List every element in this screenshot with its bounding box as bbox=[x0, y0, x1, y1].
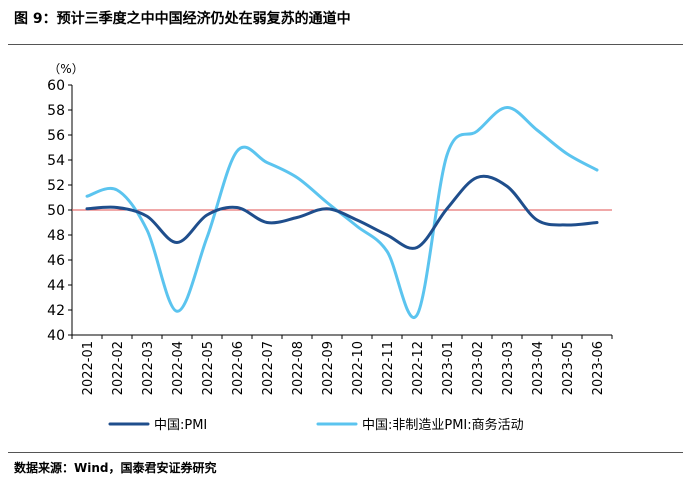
x-tick-label: 2023-06 bbox=[591, 341, 606, 395]
y-tick-label: 44 bbox=[47, 278, 65, 294]
legend-label-1: 中国:非制造业PMI:商务活动 bbox=[362, 417, 524, 433]
x-tick-label: 2022-12 bbox=[411, 341, 426, 395]
x-tick-label: 2023-05 bbox=[561, 341, 576, 395]
x-tick-label: 2022-08 bbox=[291, 341, 306, 395]
legend-label-0: 中国:PMI bbox=[154, 418, 207, 433]
x-tick-label: 2023-03 bbox=[501, 341, 516, 395]
x-tick-label: 2023-01 bbox=[441, 341, 456, 395]
x-tick-label: 2022-11 bbox=[381, 341, 396, 395]
y-tick-label: 60 bbox=[47, 78, 65, 94]
x-tick-label: 2022-02 bbox=[111, 341, 126, 395]
y-axis: 40 42 44 46 48 50 52 54 56 58 60 bbox=[47, 78, 73, 344]
x-axis: 2022-01 2022-02 2022-03 2022-04 2022-05 2022-… bbox=[71, 334, 613, 395]
y-unit-label: （%） bbox=[48, 62, 83, 76]
x-tick-label: 2023-04 bbox=[531, 341, 546, 395]
series-layer bbox=[85, 105, 599, 319]
y-tick-label: 58 bbox=[47, 103, 65, 119]
source-rule bbox=[8, 452, 683, 453]
series-line-1 bbox=[85, 105, 599, 319]
title-rule bbox=[8, 44, 683, 45]
y-tick-label: 40 bbox=[47, 328, 65, 344]
legend: 中国:PMI 中国:非制造业PMI:商务活动 bbox=[108, 417, 524, 433]
y-tick-label: 52 bbox=[47, 178, 65, 194]
y-tick-label: 46 bbox=[47, 253, 65, 269]
figure-title: 图 9：预计三季度之中中国经济仍处在弱复苏的通道中 bbox=[14, 11, 351, 27]
y-tick-label: 48 bbox=[47, 228, 65, 244]
x-tick-label: 2023-02 bbox=[471, 341, 486, 395]
series-line-0 bbox=[85, 174, 599, 250]
x-tick-label: 2022-09 bbox=[321, 341, 336, 395]
x-tick-label: 2022-04 bbox=[171, 341, 186, 395]
y-tick-label: 54 bbox=[47, 153, 65, 169]
y-tick-label: 42 bbox=[47, 303, 65, 319]
x-tick-label: 2022-05 bbox=[201, 341, 216, 395]
x-tick-label: 2022-10 bbox=[351, 341, 366, 395]
x-tick-label: 2022-01 bbox=[81, 341, 96, 395]
x-tick-label: 2022-03 bbox=[141, 341, 156, 395]
x-tick-label: 2022-07 bbox=[261, 341, 276, 395]
x-tick-label: 2022-06 bbox=[231, 341, 246, 395]
y-tick-label: 50 bbox=[47, 203, 65, 219]
data-source: 数据来源：Wind，国泰君安证券研究 bbox=[14, 461, 217, 475]
y-tick-label: 56 bbox=[47, 128, 65, 144]
